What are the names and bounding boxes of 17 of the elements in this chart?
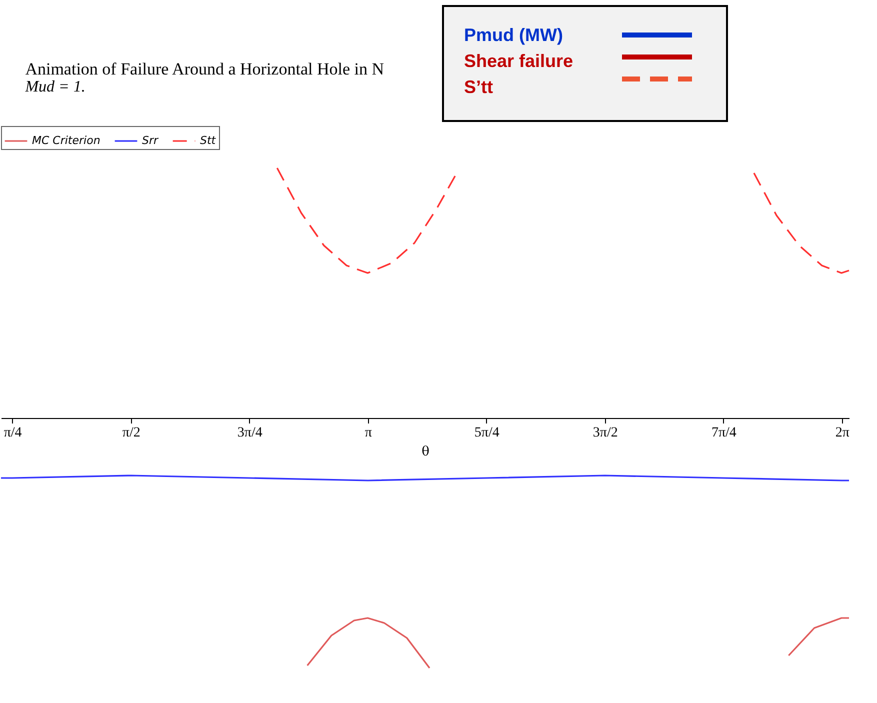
- legend-label: MC Criterion: [32, 134, 100, 147]
- x-axis-title: θ: [422, 444, 430, 460]
- legend-label: Srr: [142, 134, 160, 147]
- x-tick-label: 7π/4: [711, 426, 736, 440]
- chart-subtitle: Mud = 1.: [24, 78, 86, 96]
- x-tick-label: π/4: [4, 426, 22, 440]
- chart-title: Animation of Failure Around a Horizontal Hole in N: [25, 60, 384, 78]
- x-tick-label: 3π/4: [237, 426, 262, 440]
- x-tick-label: π: [364, 426, 372, 440]
- text: Shear failure: [464, 51, 574, 72]
- text: Pmud (MW): [464, 25, 563, 46]
- text: S’tt: [464, 77, 493, 98]
- x-tick-label: 3π/2: [592, 426, 618, 440]
- x-tick-label: 2π: [835, 426, 850, 440]
- x-tick-label: 5π/4: [474, 426, 500, 440]
- legend-label: Stt: [200, 134, 216, 147]
- x-tick-label: π/2: [122, 426, 140, 440]
